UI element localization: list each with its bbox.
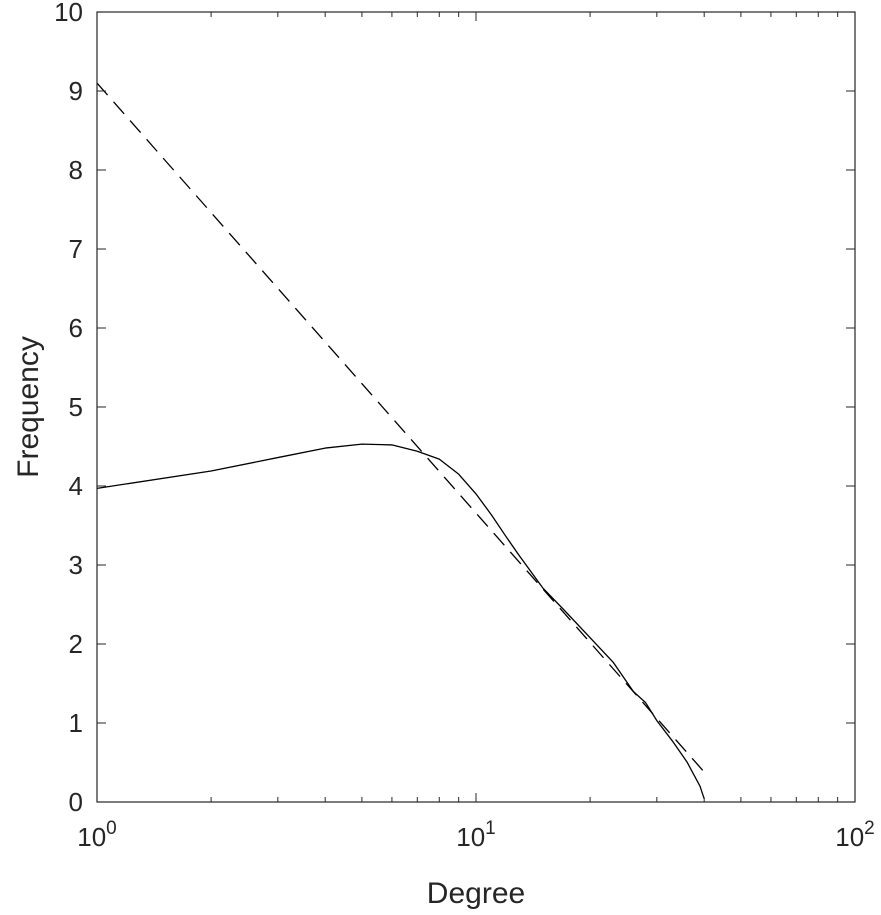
- y-tick-label: 3: [69, 550, 83, 580]
- x-axis-label: Degree: [427, 877, 525, 910]
- y-tick-label: 1: [69, 708, 83, 738]
- x-tick-label-exponent: 2: [864, 818, 875, 839]
- y-tick-label: 4: [69, 471, 83, 501]
- series-solid-line: [96, 443, 705, 800]
- y-tick-label: 5: [69, 392, 83, 422]
- x-tick-label-base: 10: [835, 822, 864, 852]
- x-tick-label-base: 10: [77, 822, 106, 852]
- x-tick-label: 102: [835, 818, 875, 852]
- y-tick-label: 0: [69, 787, 83, 817]
- x-tick-label: 101: [456, 818, 496, 852]
- x-tick-label: 100: [77, 818, 117, 852]
- y-tick-label: 8: [69, 155, 83, 185]
- y-tick-label: 6: [69, 313, 83, 343]
- y-tick-label: 10: [54, 0, 83, 27]
- y-axis-label: Frequency: [12, 336, 45, 478]
- y-tick-label: 7: [69, 234, 83, 264]
- plot-lines: [96, 82, 705, 800]
- x-tick-label-base: 10: [456, 822, 485, 852]
- y-tick-label: 2: [69, 629, 83, 659]
- x-tick-label-exponent: 0: [106, 818, 117, 839]
- y-tick-label: 9: [69, 76, 83, 106]
- x-tick-label-exponent: 1: [485, 818, 496, 839]
- series-dashed-line: [96, 82, 705, 773]
- plot-frame: [96, 11, 856, 803]
